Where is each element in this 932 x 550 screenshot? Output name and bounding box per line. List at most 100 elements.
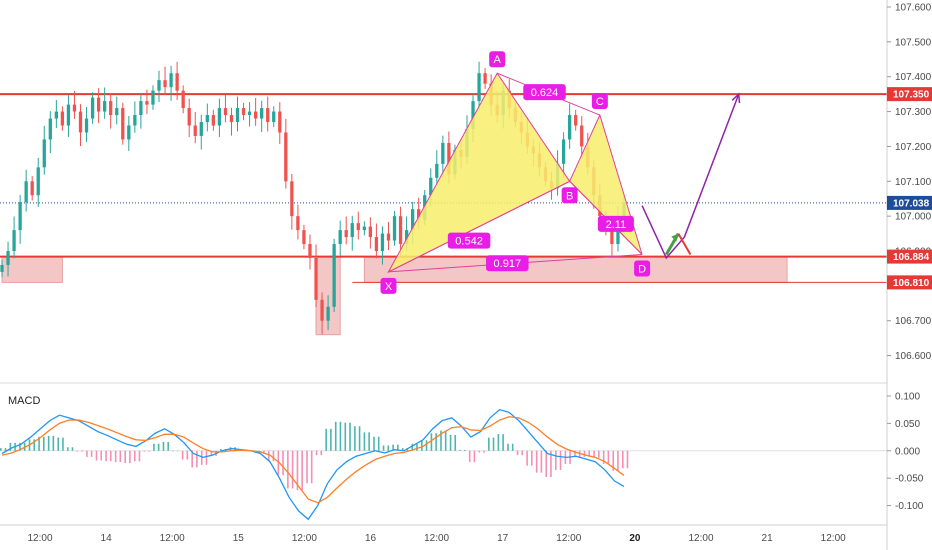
candle-body xyxy=(253,111,258,119)
price-axis[interactable]: 107.600 107.500 107.400 107.300 107.200 107.1… xyxy=(887,2,932,362)
macd-hist-bar xyxy=(339,421,342,451)
candle-body xyxy=(24,181,28,203)
candle-body xyxy=(229,115,234,123)
candle-body xyxy=(36,167,40,196)
macd-hist-bar xyxy=(492,437,495,451)
candle-body xyxy=(368,226,373,238)
price-badge-text: 106.810 xyxy=(893,278,930,289)
macd-hist-bar xyxy=(626,450,629,469)
ratio-ac-label-text: 0.624 xyxy=(531,87,559,99)
macd-hist-bar xyxy=(559,450,562,471)
macd-hist-bar xyxy=(267,450,270,462)
macd-hist-bar xyxy=(38,436,40,451)
macd-hist-bar xyxy=(330,428,332,451)
macd-hist-bar xyxy=(100,450,102,461)
price-pane[interactable]: X A B C D 0.624 0.542 0.917 2.11 xyxy=(0,51,887,336)
ratio-xb-label-bg xyxy=(447,232,491,249)
point-x-label-bg xyxy=(380,277,397,294)
candle-body xyxy=(356,223,360,231)
candle-body xyxy=(103,101,107,112)
ratio-xb-label-text: 0.542 xyxy=(455,236,483,248)
candle-body xyxy=(284,132,288,182)
price-badge-bg xyxy=(887,195,932,210)
candle-body xyxy=(205,115,209,123)
macd-tick-label: -0.050 xyxy=(895,474,924,485)
time-axis[interactable]: 12:00 14 12:00 15 12:00 16 12:00 17 12:00 20 12:00… xyxy=(27,533,846,544)
candle-body xyxy=(471,101,475,129)
candle-body xyxy=(30,181,34,196)
macd-hist-bar xyxy=(377,436,380,451)
candle-body xyxy=(78,111,83,133)
macd-tick-label: 0.000 xyxy=(895,446,920,457)
macd-hist-bar xyxy=(387,445,390,451)
candle-body xyxy=(223,108,228,116)
time-tick-label: 16 xyxy=(365,533,377,544)
macd-hist-bar xyxy=(334,421,337,451)
candle-body xyxy=(447,142,451,175)
macd-hist-bar xyxy=(71,447,74,451)
macd-hist-bar xyxy=(220,449,222,451)
candle-body xyxy=(72,104,77,112)
candle-body xyxy=(235,108,240,123)
ratio-xd-label-text: 0.917 xyxy=(494,258,522,270)
price-tick-label: 107.400 xyxy=(895,72,932,83)
macd-hist-bar xyxy=(76,450,79,452)
macd-hist-bar xyxy=(162,441,165,451)
macd-hist-bar xyxy=(468,450,471,463)
projection-red xyxy=(677,233,692,255)
price-tick-label: 107.300 xyxy=(895,107,932,118)
macd-hist-bar xyxy=(516,450,519,456)
candle-body xyxy=(404,230,409,245)
candle-body xyxy=(272,111,276,123)
candle-body xyxy=(217,108,222,126)
price-tick-label: 107.200 xyxy=(895,142,932,153)
time-tick-label: 14 xyxy=(101,533,113,544)
macd-hist-bar xyxy=(301,450,303,491)
macd-hist-bar xyxy=(19,442,21,451)
macd-hist-bar xyxy=(263,450,265,454)
macd-hist-bar xyxy=(597,450,600,458)
candle-body xyxy=(296,216,300,231)
price-badge-text: 106.884 xyxy=(893,252,930,263)
macd-axis[interactable]: 0.100 0.050 0.000 -0.050 -0.100 xyxy=(887,391,924,512)
price-badge-bg xyxy=(887,87,932,102)
candle-body xyxy=(441,142,445,164)
macd-hist-bar xyxy=(181,450,184,460)
candle-body xyxy=(121,108,125,140)
macd-hist-bar xyxy=(531,450,533,466)
candle-body xyxy=(278,111,282,133)
candle-body xyxy=(610,230,614,245)
zone-left-zone xyxy=(1,256,63,283)
candle-body xyxy=(54,111,58,119)
macd-hist-bar xyxy=(488,437,490,451)
macd-hist-bar xyxy=(52,435,55,451)
macd-tick-label: 0.100 xyxy=(895,391,920,402)
point-b-label-text: B xyxy=(566,190,573,202)
point-d-label-bg xyxy=(634,260,651,277)
candle-body xyxy=(96,97,101,112)
macd-hist-bar xyxy=(588,450,591,457)
candle-body xyxy=(302,230,306,245)
candle-body xyxy=(151,90,155,105)
time-tick-label: 12:00 xyxy=(424,533,449,544)
time-tick-label: 21 xyxy=(762,533,774,544)
ratio-ac-label-bg xyxy=(523,84,566,101)
macd-hist-bar xyxy=(157,443,160,451)
candle-body xyxy=(429,177,433,196)
macd-hist-bar xyxy=(57,437,60,451)
price-badge-bg xyxy=(887,249,932,264)
macd-hist-bar xyxy=(545,450,548,478)
candle-body xyxy=(320,299,324,321)
macd-hist-bar xyxy=(411,443,414,451)
macd-hist-bar xyxy=(133,450,136,462)
candle-body xyxy=(145,101,149,105)
macd-hist-bar xyxy=(454,434,457,451)
macd-hist-bar xyxy=(310,450,313,484)
macd-hist-bar xyxy=(196,450,198,468)
price-tick-label: 106.700 xyxy=(895,316,932,327)
macd-pane[interactable]: MACD xyxy=(0,395,887,521)
macd-lines xyxy=(1,408,625,521)
candle-body xyxy=(392,216,397,241)
